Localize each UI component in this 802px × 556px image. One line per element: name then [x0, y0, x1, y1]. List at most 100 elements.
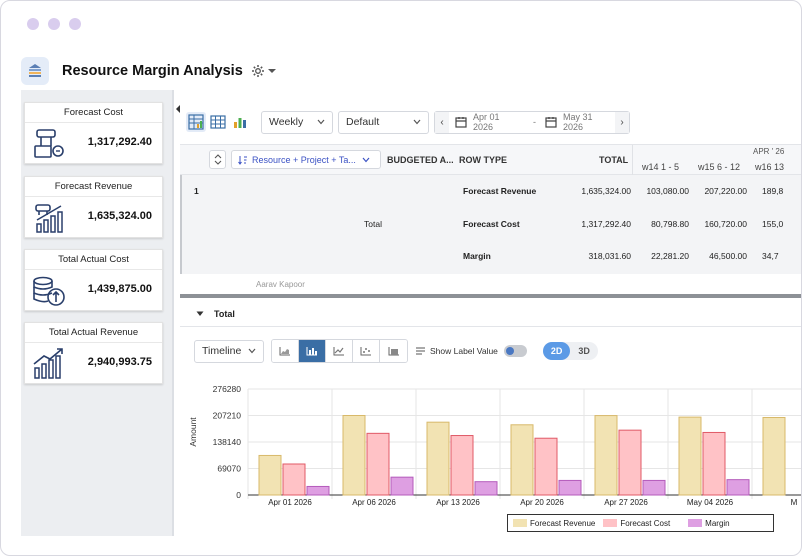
chevron-down-icon — [413, 119, 421, 125]
bar — [558, 479, 582, 496]
kpi-title: Total Actual Revenue — [25, 323, 162, 343]
legend-swatch — [513, 519, 527, 527]
legend-item[interactable]: Forecast Revenue — [513, 519, 595, 528]
horizontal-scrollbar[interactable] — [180, 294, 801, 298]
bar — [450, 435, 474, 496]
week-header[interactable]: w15 6 - 12 — [698, 162, 741, 172]
chart-toolbar: Timeline Show Label Value 2D 3D — [194, 339, 598, 363]
y-tick-label: 276280 — [213, 384, 242, 394]
date-to[interactable]: May 31 2026 — [563, 112, 593, 132]
date-range-picker[interactable]: ‹ Apr 01 2026 - May 31 2026 › — [434, 110, 630, 134]
actual-cost-icon — [33, 276, 65, 306]
chevron-left-icon[interactable]: ‹ — [435, 111, 449, 133]
week-cell: 189,8 — [762, 186, 784, 196]
total-section-header[interactable]: Total — [180, 301, 801, 327]
collapse-sidebar-icon[interactable] — [175, 101, 181, 119]
x-tick-label: Apr 06 2026 — [352, 498, 396, 507]
window-dot[interactable] — [48, 18, 60, 30]
bar — [282, 463, 306, 496]
kpi-title: Forecast Revenue — [25, 177, 162, 197]
show-label-switch[interactable] — [503, 345, 527, 357]
bar — [702, 431, 726, 496]
date-from[interactable]: Apr 01 2026 — [472, 112, 500, 132]
dimension-toggle: 2D 3D — [542, 342, 598, 360]
kpi-card-total-actual-cost: Total Actual Cost 1,439,875.00 — [24, 249, 163, 311]
week-header[interactable]: w16 13 — [755, 162, 785, 172]
week-cell: 155,0 — [762, 219, 784, 229]
x-tick-label: M — [791, 498, 798, 507]
period-select[interactable]: Weekly — [261, 110, 333, 134]
chart-view-icon[interactable] — [230, 112, 250, 132]
x-tick-label: Apr 20 2026 — [520, 498, 564, 507]
legend-label: Forecast Revenue — [530, 518, 596, 528]
y-tick-label: 69070 — [217, 464, 241, 474]
chevron-down-icon[interactable] — [196, 311, 204, 317]
kpi-sidebar: Forecast Cost 1,317,292.40 Forecast Reve… — [21, 90, 173, 536]
legend-label: Margin — [705, 518, 730, 528]
area-chart-icon[interactable] — [272, 340, 299, 362]
total-cell: 1,317,292.40 — [581, 219, 631, 229]
view-select[interactable]: Default — [338, 110, 429, 134]
grid-body: 1 Total Forecast Revenue 1,635,324.00 10… — [180, 175, 801, 274]
total-label: Total — [364, 219, 382, 229]
forecast-revenue-icon — [35, 204, 63, 233]
bar — [726, 479, 750, 496]
chevron-down-icon — [248, 348, 256, 354]
stacked-bar-chart-icon[interactable] — [380, 340, 407, 362]
bar — [474, 481, 498, 496]
bar-chart: Amount 276280 207210 138140 69070 0 Apr 01 20… — [184, 374, 801, 539]
actual-revenue-icon — [33, 348, 63, 379]
toggle-3d[interactable]: 3D — [578, 346, 590, 356]
show-label-toggle[interactable]: Show Label Value — [416, 345, 527, 357]
bar — [258, 454, 282, 496]
legend-item[interactable]: Margin — [688, 518, 730, 528]
gear-icon[interactable] — [251, 64, 265, 78]
window-controls — [27, 18, 81, 30]
chart-mode-select[interactable]: Timeline — [194, 339, 264, 363]
expand-collapse-icon[interactable] — [209, 150, 226, 169]
kpi-title: Total Actual Cost — [25, 250, 162, 270]
column-header-row-type[interactable]: ROW TYPE — [459, 155, 508, 165]
week-cell: 22,281.20 — [651, 251, 689, 261]
bar — [534, 437, 558, 496]
grid-view-icon[interactable] — [208, 112, 228, 132]
scatter-chart-icon[interactable] — [353, 340, 380, 362]
kpi-card-total-actual-revenue: Total Actual Revenue 2,940,993.75 — [24, 322, 163, 384]
bar — [510, 424, 534, 496]
group-by-value: Resource + Project + Ta... — [252, 154, 356, 165]
kpi-value: 1,439,875.00 — [87, 283, 152, 295]
week-cell: 103,080.00 — [646, 186, 689, 196]
chevron-down-icon[interactable] — [267, 67, 277, 75]
legend-item[interactable]: Forecast Cost — [603, 519, 670, 528]
grid-row-partial: Aarav Kapoor — [180, 274, 801, 294]
grid-toolbar: Weekly Default ‹ Apr 01 2026 - May 31 20… — [186, 110, 630, 134]
x-tick-label: Apr 01 2026 — [268, 498, 312, 507]
row-index: 1 — [194, 186, 199, 196]
line-chart-icon[interactable] — [326, 340, 353, 362]
bar — [426, 421, 450, 496]
kpi-title: Forecast Cost — [25, 103, 162, 123]
period-select-value: Weekly — [269, 116, 304, 128]
chart-mode-value: Timeline — [202, 345, 242, 357]
window-dot[interactable] — [69, 18, 81, 30]
column-header-budgeted[interactable]: BUDGETED A... — [387, 155, 454, 165]
week-header[interactable]: w14 1 - 5 — [642, 162, 680, 172]
bar-chart-icon[interactable] — [299, 340, 326, 362]
window-dot[interactable] — [27, 18, 39, 30]
bar — [306, 485, 330, 496]
page-title: Resource Margin Analysis — [62, 63, 243, 79]
forecast-cost-icon — [34, 129, 64, 158]
chevron-down-icon — [317, 119, 325, 125]
column-header-total[interactable]: TOTAL — [599, 155, 629, 165]
group-by-select[interactable]: Resource + Project + Ta... — [231, 150, 381, 169]
split-view-icon[interactable] — [186, 112, 206, 132]
total-cell: 1,635,324.00 — [581, 186, 631, 196]
panel-splitter[interactable] — [172, 90, 174, 536]
kpi-value: 1,317,292.40 — [87, 136, 152, 148]
switch-knob — [505, 347, 514, 355]
week-cell: 160,720.00 — [704, 219, 747, 229]
kpi-card-forecast-revenue: Forecast Revenue 1,635,324.00 — [24, 176, 163, 238]
toggle-2d[interactable]: 2D — [542, 342, 571, 360]
chevron-right-icon[interactable]: › — [615, 111, 629, 133]
grid-header: Resource + Project + Ta... BUDGETED A...… — [180, 144, 801, 176]
